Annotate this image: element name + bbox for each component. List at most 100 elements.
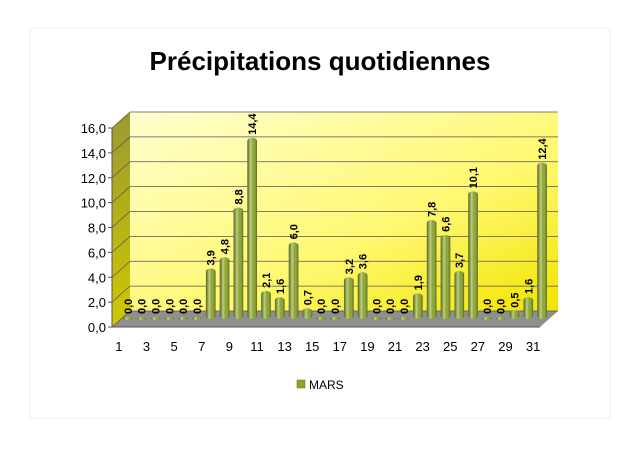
data-label: 4,8 [220,239,232,254]
bar-shade [330,317,340,320]
data-label: 0,0 [330,299,342,314]
data-label: 0,0 [123,299,135,314]
x-tick-label: 27 [471,339,485,354]
bar-shade [343,277,354,319]
bar-shade [302,308,313,319]
x-tick-label: 9 [226,339,233,354]
x-tick-label: 15 [305,339,319,354]
data-label: 1,9 [413,275,425,290]
bar-shade [413,293,423,319]
bar-shade [357,272,368,319]
grid-line [111,186,558,203]
bar-shade [164,317,175,320]
y-tick-label: 12,0 [81,171,106,186]
bar-shade [150,317,161,320]
bar-shade [371,317,382,320]
data-label: 0,5 [509,292,521,307]
bar-shade [316,317,327,320]
x-tick-label: 1 [115,339,122,354]
data-label: 3,9 [206,250,218,265]
data-label: 0,0 [496,299,508,314]
data-label: 0,0 [137,299,149,314]
bar-shade [440,234,451,319]
bar-shade [454,270,465,319]
grid-line [111,236,558,253]
bar-shade [247,137,257,319]
grid-line [111,260,558,278]
data-label: 1,6 [523,279,535,294]
bar-shade [261,290,271,319]
bar-shade [178,317,188,320]
data-label: 0,0 [385,299,397,314]
y-tick-label: 6,0 [88,245,106,260]
x-tick-label: 21 [388,339,402,354]
bar-shade [523,297,534,319]
data-label: 8,8 [233,189,245,204]
data-label: 0,0 [399,299,411,314]
grid-line [111,136,558,154]
bar-shade [482,317,492,320]
data-label: 12,4 [537,137,549,159]
grid-line [111,211,558,228]
y-tick-label: 16,0 [81,121,106,136]
data-label: 3,2 [344,259,356,274]
bar-shade [509,310,520,319]
data-label: 0,0 [316,299,328,314]
bar-shade [136,317,147,320]
y-tick-label: 8,0 [88,221,106,236]
x-tick-label: 17 [333,339,347,354]
data-label: 14,4 [247,113,259,135]
bar-shade [468,191,478,319]
x-tick-label: 5 [171,339,178,354]
y-tick-label: 14,0 [81,146,106,161]
x-tick-label: 19 [360,339,374,354]
data-label: 6,6 [440,217,452,232]
bar-shade [123,317,133,320]
data-label: 0,0 [192,299,204,314]
y-tick-label: 0,0 [88,320,106,335]
x-tick-label: 25 [443,339,457,354]
bar-shade [233,207,244,319]
data-label: 3,7 [454,253,466,268]
data-label: 0,0 [164,299,176,314]
x-tick-label: 3 [143,339,150,354]
grid-line [111,285,558,303]
data-label: 0,0 [178,299,190,314]
x-tick-label: 11 [250,339,264,354]
data-label: 3,6 [358,254,370,269]
data-label: 0,0 [151,299,163,314]
bar-shade [192,317,202,320]
data-label: 0,0 [482,299,494,314]
bar-shade [205,268,216,319]
bar-shade [426,219,437,319]
data-label: 0,0 [371,299,383,314]
legend-label: MARS [309,378,344,392]
bar-shade [537,162,547,319]
x-tick-label: 7 [198,339,205,354]
data-label: 2,1 [261,273,273,288]
x-tick-label: 31 [526,339,540,354]
data-label: 6,0 [289,224,301,239]
chart-title: Précipitations quotidiennes [150,46,491,76]
y-tick-label: 10,0 [81,196,106,211]
data-label: 7,8 [427,202,439,217]
legend-swatch [296,379,306,389]
grid-line [111,111,558,129]
data-label: 10,1 [468,167,480,188]
x-tick-label: 13 [277,339,291,354]
bar-shade [219,257,230,319]
grid-line [111,161,558,179]
bar-shade [385,317,396,320]
data-label: 1,6 [275,279,287,294]
bar-shade [274,297,285,319]
y-tick-label: 4,0 [88,270,106,285]
x-tick-label: 23 [415,339,429,354]
bar-shade [288,242,299,319]
x-tick-label: 29 [498,339,512,354]
y-tick-label: 2,0 [88,295,106,310]
data-label: 0,7 [302,290,314,305]
bar-shade [495,317,506,320]
bar-shade [399,317,409,320]
